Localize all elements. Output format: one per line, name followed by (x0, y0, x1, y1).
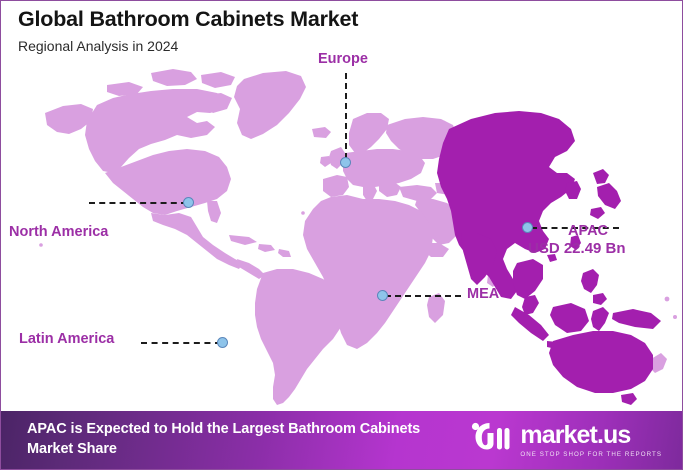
region-label-apac-text: APAC (568, 223, 609, 239)
leader-line-europe (345, 73, 347, 159)
map-marker-north-america[interactable] (183, 197, 194, 208)
region-label-europe-text: Europe (318, 51, 368, 67)
region-label-north-america-text: North America (9, 224, 109, 240)
region-label-north-america[interactable]: North America (9, 224, 108, 241)
leader-line-north-america (89, 202, 187, 204)
region-caribbean-small (278, 249, 291, 257)
region-new-zealand (649, 353, 667, 373)
map-base-regions (45, 69, 667, 405)
region-philippines-south (593, 293, 607, 305)
world-map (1, 1, 682, 413)
region-label-latin-america-text: Latin America (19, 331, 115, 347)
region-arctic-islands-1 (151, 69, 197, 86)
leader-line-apac (531, 227, 619, 229)
region-japan-north (593, 169, 609, 184)
region-canada (85, 89, 229, 173)
island-dot-3 (39, 243, 43, 247)
map-small-islands (39, 120, 677, 319)
map-marker-mea[interactable] (377, 290, 388, 301)
region-iberia (323, 175, 349, 197)
region-sulawesi (591, 307, 609, 331)
region-borneo (550, 303, 589, 333)
region-scandinavia (349, 113, 389, 153)
region-horn-of-africa (424, 243, 449, 257)
page-subtitle: Regional Analysis in 2024 (18, 37, 179, 54)
island-dot-5 (441, 120, 447, 126)
region-south-america (255, 269, 345, 405)
region-mexico (151, 213, 243, 269)
brand-name: market.us (520, 420, 631, 449)
world-map-svg (1, 1, 682, 413)
region-malay-peninsula (522, 295, 539, 315)
region-label-latin-america[interactable]: Latin America (19, 331, 114, 348)
region-japan-main (597, 183, 621, 209)
region-label-mea-text: MEA (467, 286, 500, 302)
region-value-apac: USD 22.49 Bn (528, 239, 626, 257)
region-label-mea[interactable]: MEA (467, 286, 499, 303)
map-marker-apac[interactable] (522, 222, 533, 233)
leader-line-mea (385, 295, 461, 297)
region-korea (565, 181, 581, 199)
region-new-guinea (612, 309, 661, 329)
region-central-america (237, 259, 265, 279)
market-us-logo-icon (471, 421, 511, 459)
region-ireland (320, 156, 331, 167)
region-europe-mainland (343, 149, 425, 187)
region-philippines (581, 269, 599, 293)
island-dot-2 (673, 315, 677, 319)
region-balkans (379, 181, 401, 197)
region-italy (363, 183, 377, 201)
map-marker-latin-america[interactable] (217, 337, 228, 348)
region-baffin (203, 93, 232, 113)
region-iceland (312, 127, 331, 138)
region-arabia-detail (429, 201, 453, 231)
region-florida (207, 201, 221, 223)
brand-logo-text: market.us ONE STOP SHOP FOR THE REPORTS (520, 420, 662, 458)
region-indochina (513, 259, 543, 299)
region-africa (303, 195, 433, 349)
region-alaska (45, 104, 93, 134)
region-greenland (234, 71, 306, 139)
bottom-banner: APAC is Expected to Hold the Largest Bat… (1, 411, 682, 469)
map-marker-europe[interactable] (340, 157, 351, 168)
banner-headline: APAC is Expected to Hold the Largest Bat… (27, 421, 421, 457)
brand-tagline: ONE STOP SHOP FOR THE REPORTS (520, 450, 662, 458)
brand-logo[interactable]: market.us ONE STOP SHOP FOR THE REPORTS (471, 421, 662, 459)
leader-line-latin-america (141, 342, 221, 344)
region-united-states (105, 149, 231, 215)
region-madagascar (427, 293, 445, 323)
region-label-apac[interactable]: APAC USD 22.49 Bn (528, 223, 626, 257)
island-dot-4 (301, 211, 305, 215)
region-turkey (399, 185, 437, 201)
region-russia-west (386, 117, 457, 159)
region-taiwan (570, 235, 581, 250)
region-australia (549, 331, 653, 393)
region-japan-south (590, 207, 605, 219)
region-caribbean-hispaniola (258, 244, 275, 252)
region-india (461, 233, 497, 285)
region-sumatra (511, 307, 549, 341)
region-arctic-islands-3 (107, 82, 143, 96)
region-tasmania (621, 393, 637, 405)
region-hainan (547, 254, 557, 262)
region-arctic-islands-2 (201, 72, 235, 88)
page-title: Global Bathroom Cabinets Market (18, 7, 359, 31)
region-caribbean-cuba (229, 235, 257, 245)
island-dot-1 (664, 296, 670, 302)
region-label-europe[interactable]: Europe (318, 51, 368, 68)
header: Global Bathroom Cabinets Market Regional… (18, 7, 358, 54)
map-highlight-regions-apac (437, 111, 661, 405)
